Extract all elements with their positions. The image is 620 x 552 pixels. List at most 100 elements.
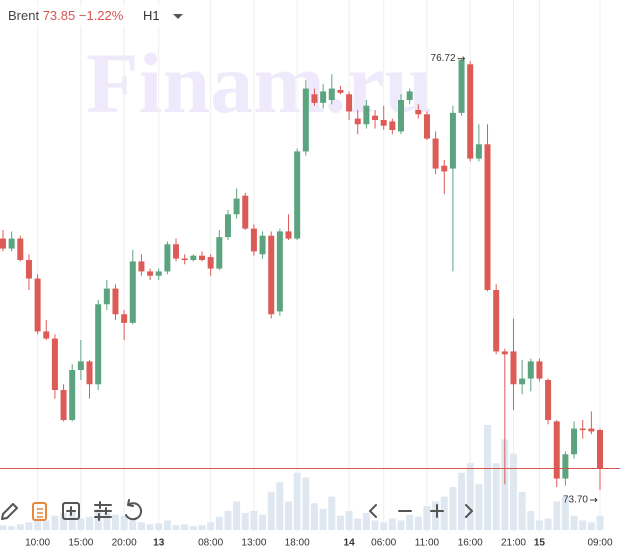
volume-bar xyxy=(198,525,206,530)
notes-tool[interactable] xyxy=(32,502,47,521)
settings-tool[interactable] xyxy=(94,501,112,521)
symbol: Brent xyxy=(8,8,40,23)
volume-bar xyxy=(570,515,578,530)
volume-bar xyxy=(285,501,293,530)
volume-bar xyxy=(432,501,440,530)
volume-bar xyxy=(302,477,310,530)
volume-bar xyxy=(501,439,509,530)
max-label: 76.72 xyxy=(431,53,456,64)
x-tick-label: 18:00 xyxy=(285,538,310,549)
candle-body xyxy=(129,261,136,323)
scroll-left[interactable] xyxy=(369,504,377,518)
candle-body xyxy=(8,238,15,249)
x-tick-label: 21:00 xyxy=(501,538,526,549)
volume-bar xyxy=(0,525,7,530)
candle-body xyxy=(449,112,456,169)
volume-bar xyxy=(120,515,128,530)
candle-body xyxy=(181,258,188,261)
candle-body xyxy=(25,259,32,279)
volume-bar xyxy=(406,514,414,530)
volume-bar xyxy=(86,516,94,530)
x-tick-label: 15 xyxy=(534,538,546,549)
volume-bar xyxy=(129,518,137,530)
volume-bar xyxy=(60,512,68,530)
volume-bar xyxy=(371,520,379,530)
volume-bar xyxy=(51,515,59,530)
pencil-tool[interactable] xyxy=(1,503,18,520)
max-arrow xyxy=(457,56,466,61)
volume-bar xyxy=(172,525,180,530)
candle-body xyxy=(519,378,526,385)
reset-tool[interactable] xyxy=(125,499,143,521)
candle-body xyxy=(233,198,240,215)
candle-body xyxy=(579,428,586,431)
volume-bar xyxy=(466,463,474,530)
candle-body xyxy=(216,237,223,269)
candle-body xyxy=(112,288,119,315)
volume-bar xyxy=(34,518,42,530)
toolbar xyxy=(1,499,473,521)
volume-bar xyxy=(492,463,500,530)
candle-body xyxy=(164,244,171,272)
volume-bar xyxy=(553,501,561,530)
x-tick-label: 09:00 xyxy=(587,538,612,549)
candle-body xyxy=(562,454,569,479)
volume-bar xyxy=(181,524,189,530)
x-tick-label: 15:00 xyxy=(68,538,93,549)
volume-bar xyxy=(579,520,587,530)
volume-bar xyxy=(163,520,171,530)
volume-bar xyxy=(362,512,370,530)
timeframe-dropdown[interactable] xyxy=(173,14,184,20)
candle-body xyxy=(294,151,301,239)
volume-bar xyxy=(380,522,388,530)
volume-bar xyxy=(509,453,517,530)
candle-body xyxy=(69,369,76,420)
candle-body xyxy=(259,235,266,255)
candle-body xyxy=(43,331,50,339)
volume-bar xyxy=(414,516,422,530)
candle-body xyxy=(121,314,128,323)
volume-bar xyxy=(111,514,119,530)
candle-body xyxy=(199,255,205,260)
candle-body xyxy=(441,165,448,172)
change: −1.22% xyxy=(78,8,124,23)
candle-body xyxy=(406,91,413,100)
zoom-in[interactable] xyxy=(430,504,444,518)
min-label: 73.70 xyxy=(563,495,588,506)
x-tick-label: 14 xyxy=(344,538,356,549)
symbol-header[interactable]: Brent 73.85 −1.22% H1 xyxy=(0,6,192,26)
candle-body xyxy=(328,88,335,100)
volume-bar xyxy=(518,491,526,530)
candle-body xyxy=(95,304,102,385)
volume-bar xyxy=(77,518,85,530)
candle-body xyxy=(17,238,24,260)
timeframe[interactable]: H1 xyxy=(142,8,160,23)
volume-bar xyxy=(293,472,301,530)
watermark: Finam.ru xyxy=(86,35,432,131)
scroll-right[interactable] xyxy=(465,504,473,518)
volume-bar xyxy=(319,509,327,530)
x-tick-label: 13:00 xyxy=(241,538,266,549)
volume-bar xyxy=(440,496,448,530)
volume-bar xyxy=(587,522,595,530)
x-tick-label: 16:00 xyxy=(458,538,483,549)
volume-bar xyxy=(215,516,223,530)
volume-bar xyxy=(189,526,197,530)
x-tick-label: 13 xyxy=(153,538,165,549)
volume-bar xyxy=(388,518,396,530)
add-indicator[interactable] xyxy=(62,502,80,520)
volume-bar xyxy=(16,524,24,530)
candle-body xyxy=(173,244,180,259)
candle-body xyxy=(536,361,543,379)
candle-body xyxy=(553,421,560,479)
candle-body xyxy=(458,59,465,113)
volume-bar xyxy=(345,510,353,530)
candle-body xyxy=(588,428,595,432)
volume-bar xyxy=(527,510,535,530)
volume-bar xyxy=(458,472,466,530)
candle-body xyxy=(545,379,552,420)
candle-body xyxy=(207,257,214,269)
candle-body xyxy=(311,94,318,103)
